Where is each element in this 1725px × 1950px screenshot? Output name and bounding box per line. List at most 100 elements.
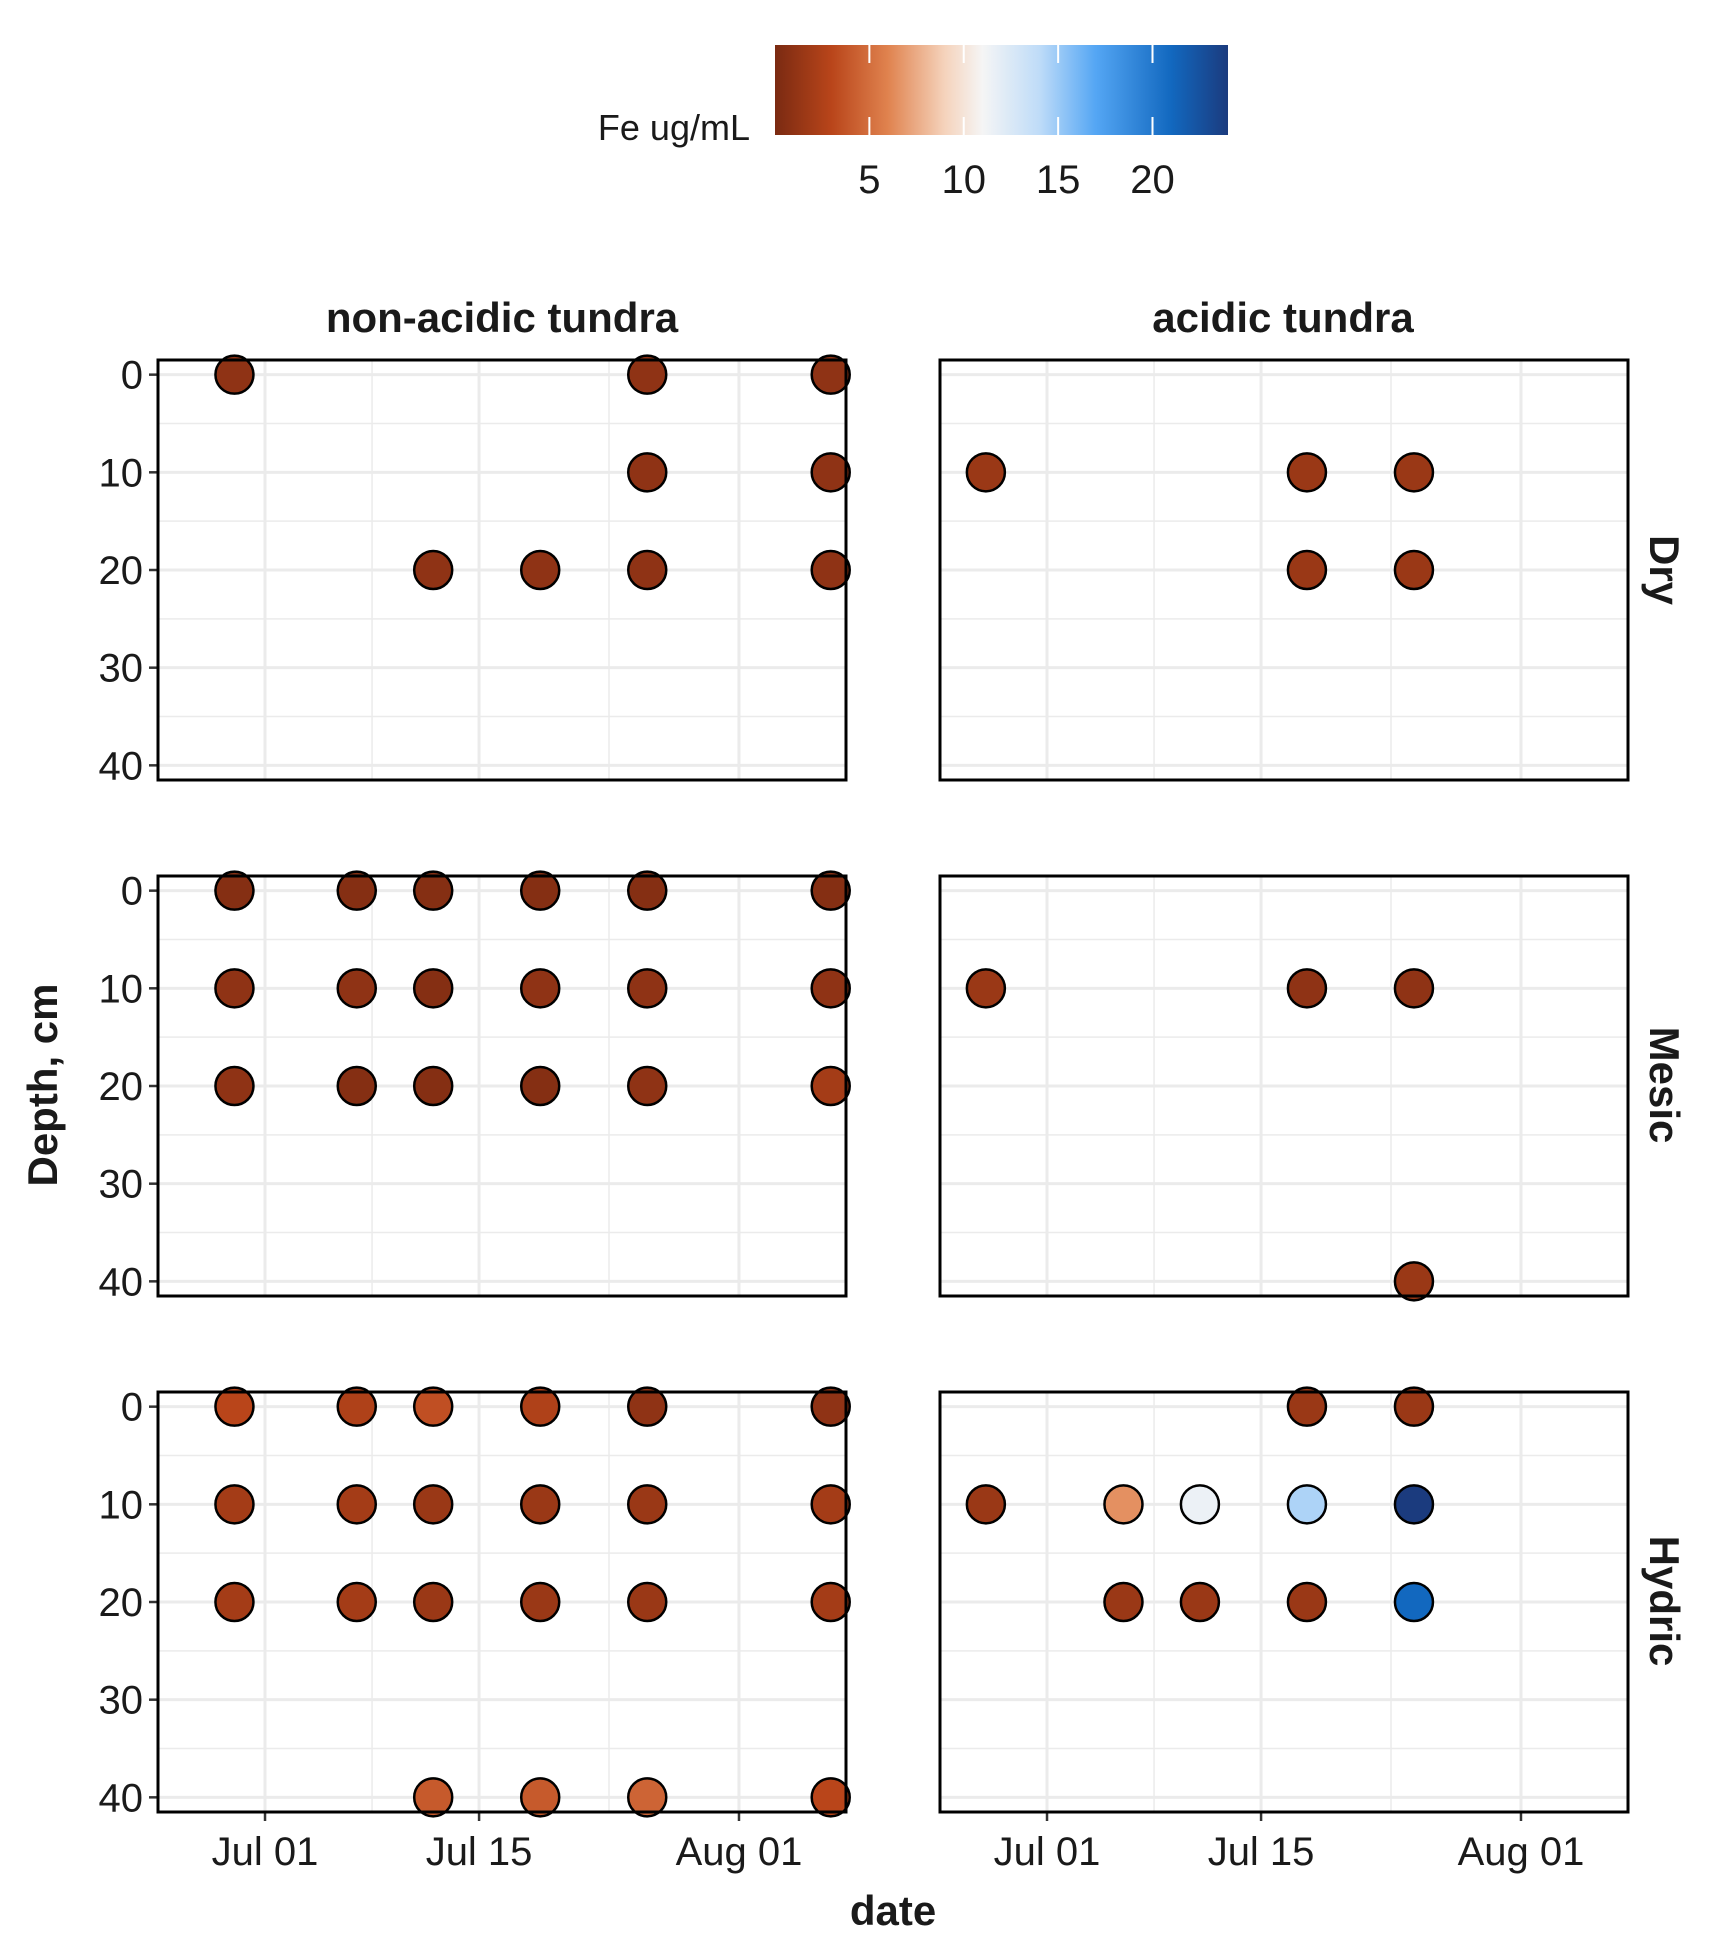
- data-point: [412, 1777, 454, 1818]
- data-point: [810, 1386, 851, 1427]
- y-tick-label: 10: [99, 1483, 144, 1527]
- data-point: [626, 452, 668, 493]
- strip-label-hydric: Hydric: [1641, 1536, 1688, 1667]
- panel-acidic-tundra-hydric: Jul 01 Jul 15 Aug 01: [938, 1386, 1630, 1874]
- y-tick-label: 40: [99, 1776, 144, 1820]
- legend-tick-label: 15: [1036, 158, 1081, 202]
- y-tick-label: 0: [121, 354, 143, 398]
- data-point: [1393, 1581, 1435, 1623]
- data-point: [1393, 968, 1435, 1009]
- x-tick-label: Jul 01: [212, 1830, 319, 1874]
- legend-title: Fe ug/mL: [598, 107, 750, 148]
- panel-border: [938, 874, 1630, 1298]
- data-point: [519, 1581, 561, 1623]
- y-tick-label: 20: [99, 1581, 144, 1625]
- x-tick-label: Aug 01: [676, 1830, 803, 1874]
- data-point: [965, 968, 1007, 1009]
- data-point: [519, 870, 561, 911]
- legend-tick-label: 5: [858, 158, 880, 202]
- strip-label-non-acidic: non-acidic tundra: [326, 294, 679, 341]
- x-tick-label: Jul 15: [1208, 1830, 1315, 1874]
- data-point: [412, 968, 454, 1009]
- x-axis-title: date: [850, 1887, 936, 1934]
- data-point: [810, 452, 851, 493]
- data-point: [1103, 1581, 1144, 1623]
- data-point: [214, 1484, 255, 1525]
- data-point: [412, 549, 454, 591]
- data-point: [412, 1581, 454, 1623]
- data-point: [1393, 1261, 1435, 1302]
- panel-border: [156, 1390, 848, 1814]
- panel-non-acidic-tundra-hydric: 0 10 20 30 40 Jul 01 Jul 15 Aug 01: [99, 1386, 851, 1874]
- data-point: [810, 1581, 851, 1623]
- data-point: [336, 870, 378, 911]
- data-point: [336, 968, 378, 1009]
- data-point: [336, 1484, 378, 1525]
- data-point: [965, 452, 1007, 493]
- data-point: [412, 1386, 454, 1427]
- data-point: [519, 1386, 561, 1427]
- data-point: [519, 1065, 561, 1107]
- x-tick-label: Aug 01: [1458, 1830, 1585, 1874]
- data-point: [810, 1777, 851, 1818]
- y-tick-label: 0: [121, 1386, 143, 1430]
- panel-non-acidic-tundra-mesic: 0 10 20 30 40: [99, 870, 851, 1304]
- y-tick-label: 40: [99, 744, 144, 788]
- data-point: [1286, 452, 1328, 493]
- data-point: [626, 1581, 668, 1623]
- y-axis-title: Depth, cm: [19, 983, 66, 1186]
- data-point: [519, 1777, 561, 1818]
- data-point: [336, 1581, 378, 1623]
- data-point: [1286, 968, 1328, 1009]
- data-point: [336, 1386, 378, 1427]
- data-point: [1179, 1581, 1221, 1623]
- data-point: [626, 968, 668, 1009]
- legend-ticks: 5 10 15 20: [858, 45, 1175, 202]
- data-point: [965, 1484, 1007, 1525]
- strip-label-dry: Dry: [1641, 535, 1688, 606]
- data-point: [1286, 1581, 1328, 1623]
- legend-colorbar: [775, 45, 1228, 135]
- panel-non-acidic-tundra-dry: 0 10 20 30 40: [99, 354, 851, 788]
- data-point: [214, 1065, 255, 1107]
- data-point: [626, 1065, 668, 1107]
- x-tick-label: Jul 01: [994, 1830, 1101, 1874]
- data-point: [1103, 1484, 1144, 1525]
- panel-border: [156, 358, 848, 782]
- data-point: [1393, 1484, 1435, 1525]
- y-tick-label: 10: [99, 967, 144, 1011]
- data-point: [1179, 1484, 1221, 1525]
- y-tick-label: 30: [99, 647, 144, 691]
- data-point: [810, 549, 851, 591]
- x-tick-label: Jul 15: [426, 1830, 533, 1874]
- strip-label-acidic: acidic tundra: [1152, 294, 1414, 341]
- data-point: [336, 1065, 378, 1107]
- data-point: [810, 354, 851, 395]
- y-tick-label: 40: [99, 1260, 144, 1304]
- data-point: [214, 354, 255, 395]
- data-point: [1393, 1386, 1435, 1427]
- y-tick-label: 10: [99, 451, 144, 495]
- data-point: [1286, 1484, 1328, 1525]
- data-point: [1286, 1386, 1328, 1427]
- data-point: [810, 1065, 851, 1107]
- panel-border: [156, 874, 848, 1298]
- panel-acidic-tundra-dry: [938, 358, 1630, 782]
- panel-border: [938, 1390, 1630, 1814]
- legend-tick-label: 20: [1130, 158, 1175, 202]
- data-point: [810, 968, 851, 1009]
- panel-acidic-tundra-mesic: [938, 874, 1630, 1302]
- data-point: [810, 870, 851, 911]
- data-point: [412, 1065, 454, 1107]
- data-point: [519, 1484, 561, 1525]
- data-point: [1393, 452, 1435, 493]
- data-point: [626, 870, 668, 911]
- data-point: [214, 870, 255, 911]
- data-point: [214, 1581, 255, 1623]
- data-point: [1286, 549, 1328, 591]
- y-tick-label: 0: [121, 870, 143, 914]
- data-point: [519, 968, 561, 1009]
- data-point: [626, 549, 668, 591]
- data-point: [626, 1386, 668, 1427]
